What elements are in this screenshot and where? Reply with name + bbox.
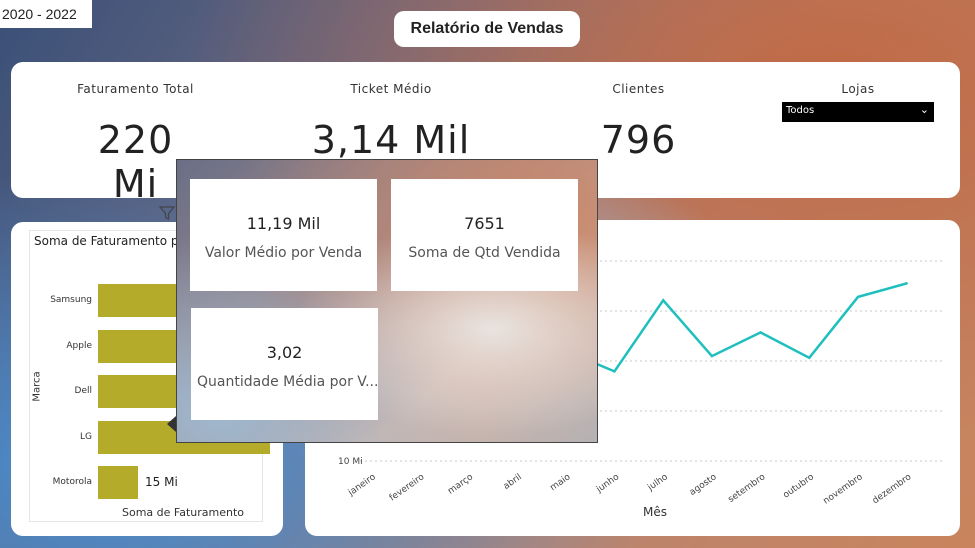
bar-category-label: Samsung [50, 295, 92, 305]
tooltip-value: 7651 [464, 214, 505, 233]
kpi-value: 796 [600, 118, 677, 162]
bar-chart-x-axis-title: Soma de Faturamento [122, 506, 245, 519]
year-range-filter[interactable]: 2020 - 2022 [0, 0, 92, 28]
tooltip-panel: 11,19 Mil Valor Médio por Venda 7651 Som… [176, 159, 598, 443]
lojas-label: Lojas [841, 82, 875, 96]
x-tick-label: fevereiro [388, 472, 427, 503]
bar-motorola[interactable] [98, 466, 138, 499]
y-tick-label: 10 Mi [338, 457, 363, 467]
line-point-novembro[interactable] [856, 295, 860, 299]
kpi-ticket-medio: Ticket Médio 3,14 Mil [311, 82, 471, 162]
x-tick-label: março [446, 472, 475, 497]
line-point-junho[interactable] [613, 370, 616, 373]
tooltip-label: Soma de Qtd Vendida [408, 245, 561, 261]
kpi-value: 220 Mi [97, 118, 174, 206]
x-tick-label: setembro [727, 472, 768, 505]
line-chart-x-axis-title: Mês [643, 505, 667, 519]
tooltip-pointer [167, 416, 176, 432]
bar-data-label: 15 Mi [145, 475, 178, 489]
bar-category-label: Apple [66, 340, 92, 351]
kpi-clientes: Clientes 796 [596, 82, 681, 162]
line-point-dezembro[interactable] [905, 282, 908, 285]
line-point-julho[interactable] [662, 299, 665, 302]
line-point-setembro[interactable] [759, 331, 762, 334]
x-tick-label: dezembro [871, 472, 914, 506]
tooltip-value: 11,19 Mil [246, 214, 321, 233]
line-point-outubro[interactable] [808, 356, 811, 360]
filter-icon[interactable] [158, 204, 176, 226]
lojas-selected-value: Todos [786, 105, 815, 116]
kpi-faturamento-total: Faturamento Total 220 Mi [73, 82, 198, 206]
bar-category-label: Dell [74, 386, 92, 396]
bar-category-label: LG [80, 431, 92, 442]
x-tick-label: maio [549, 472, 573, 493]
tooltip-tile-quantidade-media: 3,02 Quantidade Média por V... [191, 308, 378, 420]
x-tick-label: novembro [822, 472, 865, 507]
lojas-slicer: Lojas Todos ⌄ [782, 82, 934, 122]
tooltip-label: Quantidade Média por V... [197, 374, 378, 390]
line-series[interactable] [565, 282, 908, 373]
line-point-agosto[interactable] [710, 354, 714, 358]
bar-category-label: Motorola [52, 477, 92, 487]
lojas-dropdown[interactable]: Todos ⌄ [782, 102, 934, 122]
tooltip-tile-qtd-vendida: 7651 Soma de Qtd Vendida [391, 179, 578, 291]
kpi-value: 3,14 Mil [311, 118, 471, 162]
x-tick-label: junho [594, 472, 622, 495]
x-tick-label: abril [502, 472, 524, 492]
x-tick-label: agosto [688, 472, 719, 498]
kpi-label: Faturamento Total [77, 82, 194, 96]
line-chart[interactable]: 10 Mi janeiro fevereiro março abril maio junho… [305, 220, 960, 536]
tooltip-label: Valor Médio por Venda [204, 245, 363, 261]
x-tick-label: julho [645, 472, 670, 494]
tooltip-tile-valor-medio: 11,19 Mil Valor Médio por Venda [190, 179, 377, 291]
x-tick-label: janeiro [346, 472, 378, 499]
page-title: Relatório de Vendas [394, 11, 580, 47]
kpi-label: Clientes [612, 82, 665, 96]
chevron-down-icon: ⌄ [919, 103, 929, 116]
kpi-label: Ticket Médio [350, 82, 432, 96]
tooltip-value: 3,02 [266, 343, 303, 362]
x-tick-label: outubro [781, 472, 816, 501]
kpi-card: Faturamento Total 220 Mi Ticket Médio 3,… [11, 62, 960, 206]
